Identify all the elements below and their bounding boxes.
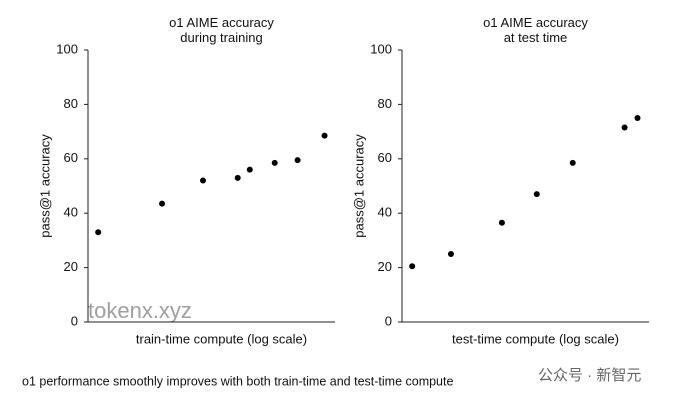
point — [533, 191, 540, 198]
point — [199, 177, 206, 184]
point — [634, 115, 641, 121]
point — [621, 124, 628, 131]
watermark: tokenx.xyz — [88, 298, 192, 323]
point — [234, 174, 241, 181]
y-tick-label: 20 — [64, 259, 78, 274]
subplot: o1 AIME accuracy during training 0 20 40 60 80… — [37, 15, 335, 346]
y-tick-label: 100 — [56, 41, 78, 56]
point — [447, 251, 454, 257]
point — [271, 159, 278, 166]
point — [569, 159, 576, 166]
point — [294, 157, 301, 164]
point — [409, 263, 416, 270]
y-tick-label: 80 — [64, 96, 78, 111]
point — [321, 132, 328, 139]
y-tick-label: 40 — [64, 205, 78, 220]
y-tick-label: 0 — [71, 313, 78, 328]
point — [246, 166, 253, 173]
chart-title: o1 AIME accuracy during training — [169, 15, 274, 45]
x-axis-label: test-time compute (log scale) — [452, 331, 619, 346]
y-axis-label: pass@1 accuracy — [351, 134, 366, 238]
point — [95, 229, 102, 236]
y-tick-label: 60 — [64, 150, 78, 165]
y-tick-label: 0 — [385, 313, 392, 328]
y-tick-label: 100 — [370, 41, 392, 56]
y-tick-label: 80 — [378, 96, 392, 111]
y-tick-label: 20 — [378, 259, 392, 274]
caption: o1 performance smoothly improves with bo… — [22, 374, 453, 388]
y-axis-label: pass@1 accuracy — [37, 134, 52, 238]
chart-title: o1 AIME accuracy at test time — [483, 15, 588, 45]
y-tick-label: 60 — [378, 150, 392, 165]
point — [159, 200, 166, 207]
point — [498, 219, 505, 226]
subplot: o1 AIME accuracy at test time 0 20 40 60 80 100… — [351, 15, 649, 346]
y-tick-label: 40 — [378, 205, 392, 220]
x-axis-label: train-time compute (log scale) — [136, 331, 307, 346]
watermark: 公众号 · 新智元 — [538, 366, 641, 384]
